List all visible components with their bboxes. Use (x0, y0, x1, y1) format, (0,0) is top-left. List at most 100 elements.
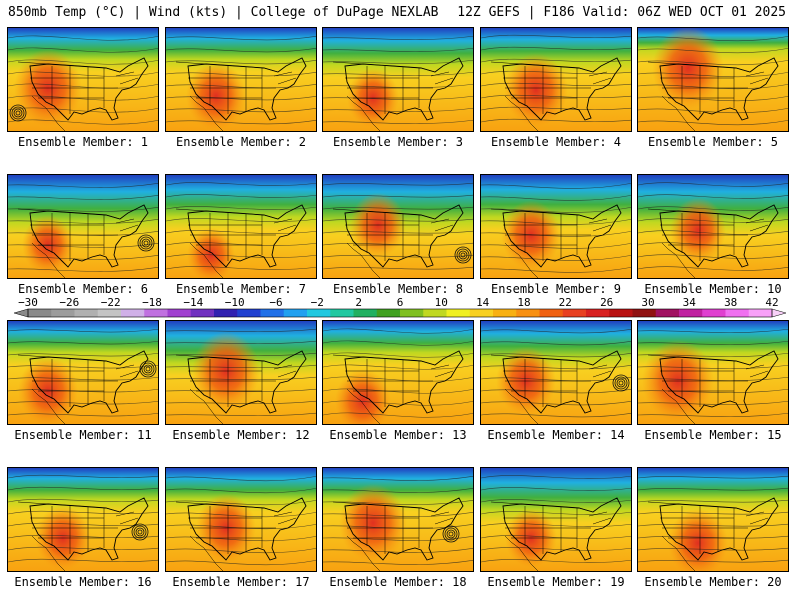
isobar-contour (323, 95, 473, 100)
isobar-contour (166, 83, 316, 89)
ensemble-member-map (322, 174, 474, 279)
colorbar-tick-label: 14 (476, 296, 490, 309)
state-border (31, 388, 66, 424)
isobar-contour (166, 560, 316, 566)
isobar-contour (481, 535, 631, 539)
state-border (504, 95, 539, 131)
isobar-contour (8, 194, 158, 200)
isobar-contour (8, 218, 158, 224)
ensemble-member-label: Ensemble Member: 3 (332, 135, 464, 149)
isobar-contour (8, 474, 158, 479)
state-border (588, 364, 608, 370)
isobar-contour (323, 547, 473, 553)
closed-low-contour (456, 248, 470, 262)
colorbar-segment (446, 309, 471, 317)
isobar-contour (8, 534, 158, 539)
state-border (17, 208, 121, 220)
temperature-colorbar: −30 −26 −22 −18 −14 −10 −6 −2 2 6 10 14 18 22 26 30 34 38… (13, 296, 787, 318)
colorbar-segment (237, 309, 261, 317)
isobar-contour (323, 107, 473, 112)
closed-low-contour (137, 234, 155, 252)
isobar-contour (323, 266, 473, 270)
isobar-contour (638, 475, 788, 479)
ensemble-member-map (165, 467, 317, 572)
isobar-contour (8, 47, 158, 53)
isobar-contour (638, 388, 788, 393)
state-border (592, 224, 612, 232)
ensemble-member-label: Ensemble Member: 11 (14, 428, 152, 442)
state-border (504, 242, 539, 278)
ensemble-member-map (7, 174, 159, 279)
ensemble-member-label: Ensemble Member: 20 (644, 575, 782, 589)
ensemble-member-map (480, 320, 632, 425)
isobar-contour (8, 254, 158, 260)
state-border (434, 224, 454, 232)
ensemble-member-map (637, 320, 789, 425)
isobar-contour (8, 522, 158, 527)
isobar-contour (166, 107, 316, 113)
isobar-contour (481, 219, 631, 225)
ensemble-member-map (480, 467, 632, 572)
isobar-contour (323, 206, 473, 210)
state-border (430, 218, 450, 224)
colorbar-segment (330, 309, 354, 317)
ensemble-member-label: Ensemble Member: 15 (644, 428, 782, 442)
colorbar-segment (121, 309, 145, 317)
isobar-contour (638, 48, 788, 54)
state-border (661, 242, 696, 278)
closed-low-contour (13, 108, 23, 118)
colorbar-tick-label: 18 (517, 296, 530, 309)
state-border (273, 218, 293, 224)
closed-low-contour (135, 527, 145, 537)
isobar-contour (166, 340, 316, 345)
state-border (749, 517, 769, 525)
isobar-contour (8, 546, 158, 551)
ensemble-member-label: Ensemble Member: 8 (332, 282, 464, 296)
isobar-contour (638, 108, 788, 114)
isobar-contour (481, 352, 631, 358)
warm-anomaly (670, 197, 726, 263)
warm-anomaly (186, 61, 246, 131)
closed-low-contour (614, 376, 628, 390)
ensemble-member-map (322, 320, 474, 425)
isobar-contour (323, 182, 473, 186)
isobar-contour (8, 400, 158, 405)
state-border (119, 370, 139, 378)
state-border (115, 511, 135, 517)
state-border (745, 364, 765, 370)
ensemble-member-label: Ensemble Member: 9 (490, 282, 622, 296)
closed-low-contour (612, 374, 630, 392)
isobar-contour (8, 83, 158, 89)
isobar-contour (323, 218, 473, 222)
closed-low-contour (460, 252, 466, 258)
ensemble-member-map (165, 27, 317, 132)
isobar-contour (638, 230, 788, 235)
isobar-contour (8, 328, 158, 333)
closed-low-contour (141, 362, 155, 376)
closed-low-contour (139, 360, 157, 378)
colorbar-segment (632, 309, 657, 317)
isobar-contour (166, 35, 316, 41)
state-border (332, 208, 436, 220)
colorbar-segment (214, 309, 238, 317)
colorbar-segment (725, 309, 750, 317)
state-border (346, 388, 381, 424)
isobar-contour (166, 182, 316, 186)
isobar-contour (166, 218, 316, 222)
isobar-contour (638, 218, 788, 223)
closed-low-contour (139, 236, 153, 250)
state-border (277, 517, 297, 525)
state-border (189, 95, 224, 131)
us-outline (502, 497, 622, 561)
state-border (490, 208, 594, 220)
ensemble-member-map (637, 174, 789, 279)
isobar-contour (638, 254, 788, 259)
closed-low-contour (616, 378, 626, 388)
state-border (504, 388, 539, 424)
state-border (430, 511, 450, 517)
ensemble-member-label: Ensemble Member: 7 (175, 282, 307, 296)
ensemble-member-map (637, 467, 789, 572)
ensemble-member-map (480, 27, 632, 132)
isobar-contour (638, 523, 788, 527)
colorbar-tick-label: 26 (600, 296, 613, 309)
